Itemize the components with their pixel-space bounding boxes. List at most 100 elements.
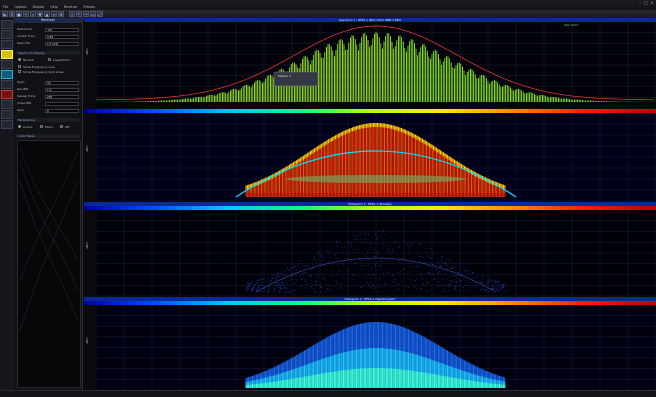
close-icon[interactable]: × xyxy=(650,0,654,5)
pause-icon[interactable]: Ⅱ xyxy=(9,11,15,17)
setting-label: Reference xyxy=(17,27,33,31)
legend-max-hold: Max Hold xyxy=(564,23,578,27)
menu-file[interactable]: File xyxy=(3,5,9,9)
persistence-display xyxy=(96,113,656,201)
zoom-icon[interactable]: ⌕ xyxy=(30,11,36,17)
nav-receiver-button[interactable] xyxy=(1,20,13,29)
normal-radio[interactable] xyxy=(18,58,21,61)
settings-panel: Receiver Reference -20 Center Freq 0.85 … xyxy=(14,18,83,390)
y-axis-label: dBm xyxy=(85,48,89,55)
density-plot[interactable]: Histogram 1 - RTSA 1 (Density) dBm xyxy=(84,202,656,296)
y-axis-label: dBm xyxy=(85,337,89,344)
spectrum-trace: Marker 1 xyxy=(96,22,656,108)
waterfall-plot[interactable]: dBm xyxy=(84,109,656,201)
span-freq-field[interactable]: 1.5 GHz xyxy=(45,41,79,46)
cursor-icon[interactable]: ↖ xyxy=(23,11,29,17)
spectrum-plot[interactable]: Spectrum 1 - RTSA 1 (Max Hold) RBW 1 MHz… xyxy=(84,18,656,108)
spectrogram-plot[interactable]: Histogram 2 - RTSA 1 (Spectrogram) dBm xyxy=(84,297,656,390)
plot-title: Histogram 2 - RTSA 1 (Spectrogram) xyxy=(84,297,656,301)
color-scale-bar xyxy=(84,109,656,113)
off-radio[interactable] xyxy=(60,125,63,128)
setting-label: Center Freq xyxy=(17,34,35,38)
center-freq-field[interactable]: 0.85 xyxy=(45,34,79,39)
redo-icon[interactable]: ↷ xyxy=(83,11,89,17)
marker-tooltip-text: Marker 1 xyxy=(278,74,291,78)
density-edge xyxy=(255,257,497,293)
freq-line-checkbox[interactable] xyxy=(18,65,21,68)
setting-span2: Span 35 xyxy=(17,80,79,85)
setting-label: Sweep Time xyxy=(17,94,36,98)
color-table-list[interactable] xyxy=(17,140,81,388)
nav-spectrum-button[interactable] xyxy=(1,30,13,39)
plot-title: Histogram 1 - RTSA 1 (Density) xyxy=(84,202,656,206)
menu-help[interactable]: Help xyxy=(50,5,58,9)
spectrum-canvas[interactable]: Marker 1 xyxy=(96,22,656,108)
density-display xyxy=(96,210,656,296)
mono-radio[interactable] xyxy=(40,125,43,128)
waterfall-icon[interactable]: ≡ xyxy=(51,11,57,17)
span-field[interactable]: 35 xyxy=(45,80,79,85)
play-icon[interactable]: ▶ xyxy=(2,11,8,17)
section-color-table: Color Table xyxy=(16,134,80,138)
peak-icon[interactable]: ▲ xyxy=(44,11,50,17)
setting-span: Span Fre 1.5 GHz xyxy=(17,41,79,46)
record-icon[interactable]: ● xyxy=(16,11,22,17)
log-radio[interactable] xyxy=(48,58,51,61)
monitor-icon[interactable]: ▭ xyxy=(90,11,96,17)
nav-settings-button[interactable] xyxy=(1,50,13,59)
y-axis-label: dBm xyxy=(85,242,89,249)
nav-export-button[interactable] xyxy=(1,110,13,119)
spectrogram-canvas[interactable] xyxy=(96,305,656,390)
maximize-icon[interactable]: □ xyxy=(644,0,648,5)
plot-title: Spectrum 1 - RTSA 1 (Max Hold) RBW 1 MHz xyxy=(84,18,656,22)
left-nav xyxy=(0,18,15,390)
undo-icon[interactable]: ↶ xyxy=(76,11,82,17)
nav-record-button[interactable] xyxy=(1,90,13,99)
spectrogram-columns xyxy=(245,322,506,388)
nav-trace-button[interactable] xyxy=(1,80,13,89)
freq-grid-checkbox[interactable] xyxy=(18,70,21,73)
sweep-field[interactable]: 256 xyxy=(45,94,79,99)
setting-gain: Gain 0 xyxy=(17,108,79,113)
colors-radio[interactable] xyxy=(18,125,21,128)
minimize-icon[interactable]: – xyxy=(639,0,641,5)
setting-reference: Reference -20 xyxy=(17,27,79,32)
section-persistence: Persistence xyxy=(16,118,80,122)
gain-field[interactable]: 0 xyxy=(45,108,79,113)
setting-sweep: Sweep Time 256 xyxy=(17,94,79,99)
waterfall-canvas[interactable] xyxy=(96,113,656,201)
y-axis-label: dBm xyxy=(85,145,89,152)
normal-label: Normal xyxy=(23,57,34,62)
reference-field[interactable]: -20 xyxy=(45,27,79,32)
menu-display[interactable]: Display xyxy=(32,5,45,9)
x-axis-strip xyxy=(96,102,656,108)
status-bar xyxy=(0,390,656,397)
menu-presets[interactable]: Presets xyxy=(83,5,96,9)
export-icon[interactable]: ⇩ xyxy=(69,11,75,17)
max-hold-trace xyxy=(96,25,654,101)
nav-display-button[interactable] xyxy=(1,70,13,79)
freq-line-label: Show Frequency Line xyxy=(23,64,55,69)
vbw-field[interactable] xyxy=(45,101,79,106)
fullscreen-icon[interactable]: ⤢ xyxy=(97,11,103,17)
marker-icon[interactable]: ▼ xyxy=(37,11,43,17)
section-spectrum-display: Spectrum Display xyxy=(16,51,80,55)
nav-waterfall-button[interactable] xyxy=(1,40,13,49)
menu-options[interactable]: Options xyxy=(14,5,27,9)
menu-receiver[interactable]: Receiver xyxy=(63,5,78,9)
setting-vbw: Video BW xyxy=(17,101,79,106)
menu-bar: File Options Display Help Receiver Prese… xyxy=(0,5,656,10)
off-label: Off xyxy=(65,124,70,129)
density-canvas[interactable] xyxy=(96,210,656,296)
freq-grid-label: Show Frequency Grid Lines xyxy=(23,69,64,74)
nav-audio-button[interactable] xyxy=(1,100,13,109)
setting-rbw: Res BW 1.0 xyxy=(17,87,79,92)
setting-label: Res BW xyxy=(17,87,29,91)
settings-icon[interactable]: ⚙ xyxy=(58,11,64,17)
nav-info-button[interactable] xyxy=(1,120,13,129)
persistence-band xyxy=(286,175,466,183)
persistence-edge xyxy=(235,150,517,198)
setting-label: Span Fre xyxy=(17,41,31,45)
rbw-field[interactable]: 1.0 xyxy=(45,87,79,92)
nav-markers-button[interactable] xyxy=(1,60,13,69)
